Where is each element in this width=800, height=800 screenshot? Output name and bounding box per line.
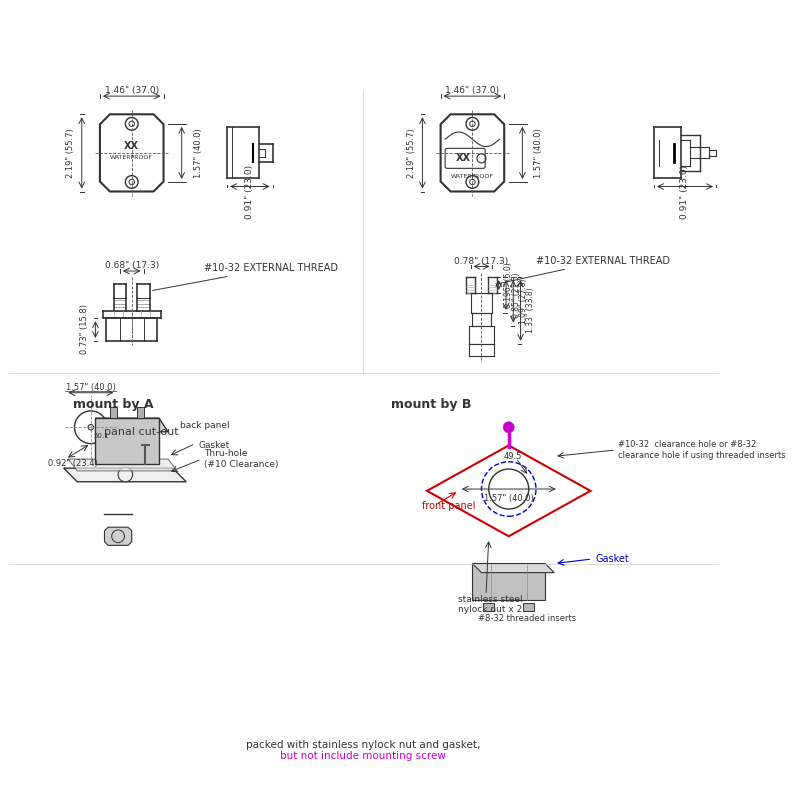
Text: 1.46" (37.0): 1.46" (37.0) [105, 86, 158, 95]
Text: back panel: back panel [180, 421, 230, 430]
Text: 1.33" (33.8): 1.33" (33.8) [526, 288, 535, 334]
Text: 1.57" (40.0): 1.57" (40.0) [484, 494, 534, 502]
Text: 1.57" (40.0): 1.57" (40.0) [194, 128, 202, 178]
Text: Thru-hole
(#10 Clearance): Thru-hole (#10 Clearance) [205, 450, 279, 469]
Text: 0.92" (23.4): 0.92" (23.4) [48, 459, 98, 468]
Text: 1.57" (40.0): 1.57" (40.0) [534, 128, 543, 178]
Text: 0.68" (17.3): 0.68" (17.3) [105, 261, 159, 270]
Circle shape [118, 467, 133, 482]
Text: XX: XX [124, 141, 139, 150]
Text: 1.46" (37.0): 1.46" (37.0) [446, 86, 499, 95]
Text: #10-32 EXTERNAL THREAD: #10-32 EXTERNAL THREAD [153, 263, 338, 290]
Text: 50.1: 50.1 [94, 434, 110, 439]
Text: 0.91" (23.0): 0.91" (23.0) [681, 165, 690, 219]
Polygon shape [473, 563, 545, 600]
Text: #10-32  clearance hole or #8-32
clearance hole if using threaded inserts: #10-32 clearance hole or #8-32 clearance… [618, 440, 786, 460]
Polygon shape [68, 459, 177, 471]
FancyBboxPatch shape [523, 603, 534, 610]
Text: 1.09" (27.8): 1.09" (27.8) [518, 278, 528, 324]
FancyBboxPatch shape [483, 603, 494, 610]
Text: 0.78" (17.3): 0.78" (17.3) [454, 257, 509, 266]
Text: WATERPROOF: WATERPROOF [110, 155, 154, 160]
Text: Gasket: Gasket [595, 554, 629, 564]
Text: #10-32 EXTERNAL THREAD: #10-32 EXTERNAL THREAD [497, 256, 670, 284]
Polygon shape [105, 527, 132, 546]
Text: 0.73" (15.8): 0.73" (15.8) [80, 304, 89, 354]
Text: 2.19" (55.7): 2.19" (55.7) [407, 128, 416, 178]
Polygon shape [95, 418, 168, 432]
Polygon shape [63, 468, 186, 482]
Text: but not include mounting screw: but not include mounting screw [281, 751, 446, 761]
FancyBboxPatch shape [137, 407, 145, 418]
FancyBboxPatch shape [110, 407, 117, 418]
Text: stainless steel
nylock nut x 2: stainless steel nylock nut x 2 [458, 594, 523, 614]
Text: XX: XX [456, 154, 471, 163]
Polygon shape [95, 418, 159, 463]
Text: front panel: front panel [422, 502, 476, 511]
Text: 0.91" (23.0): 0.91" (23.0) [246, 165, 254, 219]
Polygon shape [473, 563, 554, 573]
Text: 0.85" (21.5): 0.85" (21.5) [511, 272, 521, 318]
Text: mount by B: mount by B [390, 398, 471, 411]
Text: packed with stainless nylock nut and gasket,: packed with stainless nylock nut and gas… [246, 740, 481, 750]
Text: 1.57" (40.0): 1.57" (40.0) [66, 382, 116, 392]
Text: 0.196" (5.0): 0.196" (5.0) [504, 262, 514, 308]
Text: 2.19" (55.7): 2.19" (55.7) [66, 128, 75, 178]
Text: Gasket: Gasket [198, 441, 230, 450]
Text: mount by A: mount by A [73, 398, 153, 411]
Text: #8-32 threaded inserts: #8-32 threaded inserts [478, 614, 576, 622]
Text: 49.5: 49.5 [504, 452, 522, 461]
Text: WATERPROOF: WATERPROOF [451, 174, 494, 179]
Circle shape [503, 422, 514, 433]
Text: panal cut-out: panal cut-out [103, 426, 178, 437]
